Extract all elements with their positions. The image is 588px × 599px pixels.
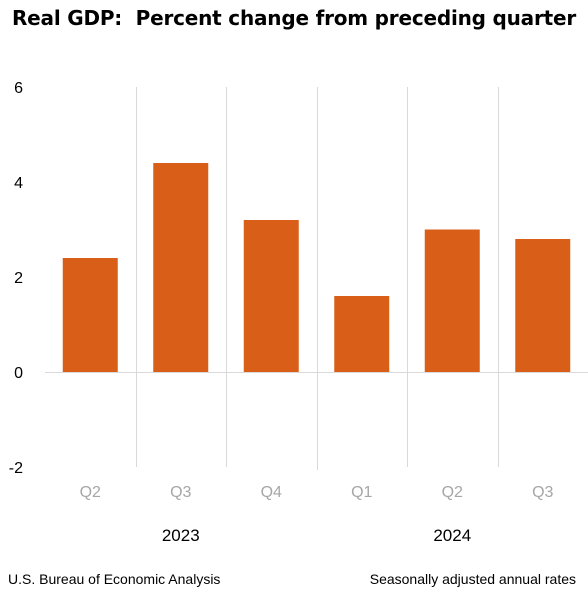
y-tick-label: 0 (14, 365, 23, 382)
x-tick-label: Q2 (442, 484, 463, 501)
x-tick-label: Q3 (532, 484, 553, 501)
year-label: 2024 (433, 526, 471, 545)
bar-3 (243, 220, 299, 372)
bar-5 (424, 229, 480, 372)
bar-4 (334, 296, 390, 372)
x-tick-label: Q3 (170, 484, 191, 501)
y-tick-label: 2 (14, 270, 23, 287)
source-note: U.S. Bureau of Economic Analysis (8, 571, 221, 587)
y-tick-label: 4 (14, 175, 23, 192)
year-label: 2023 (162, 526, 200, 545)
x-tick-label: Q2 (80, 484, 101, 501)
bar-2 (153, 163, 209, 372)
bar-6 (515, 239, 571, 372)
chart-title: Real GDP: Percent change from preceding … (11, 6, 577, 30)
y-tick-label: 6 (14, 80, 23, 97)
seasonal-adjustment-note: Seasonally adjusted annual rates (369, 571, 576, 587)
y-tick-label: -2 (9, 460, 23, 477)
x-tick-label: Q1 (351, 484, 372, 501)
x-tick-label: Q4 (261, 484, 282, 501)
bar-1 (62, 258, 118, 372)
